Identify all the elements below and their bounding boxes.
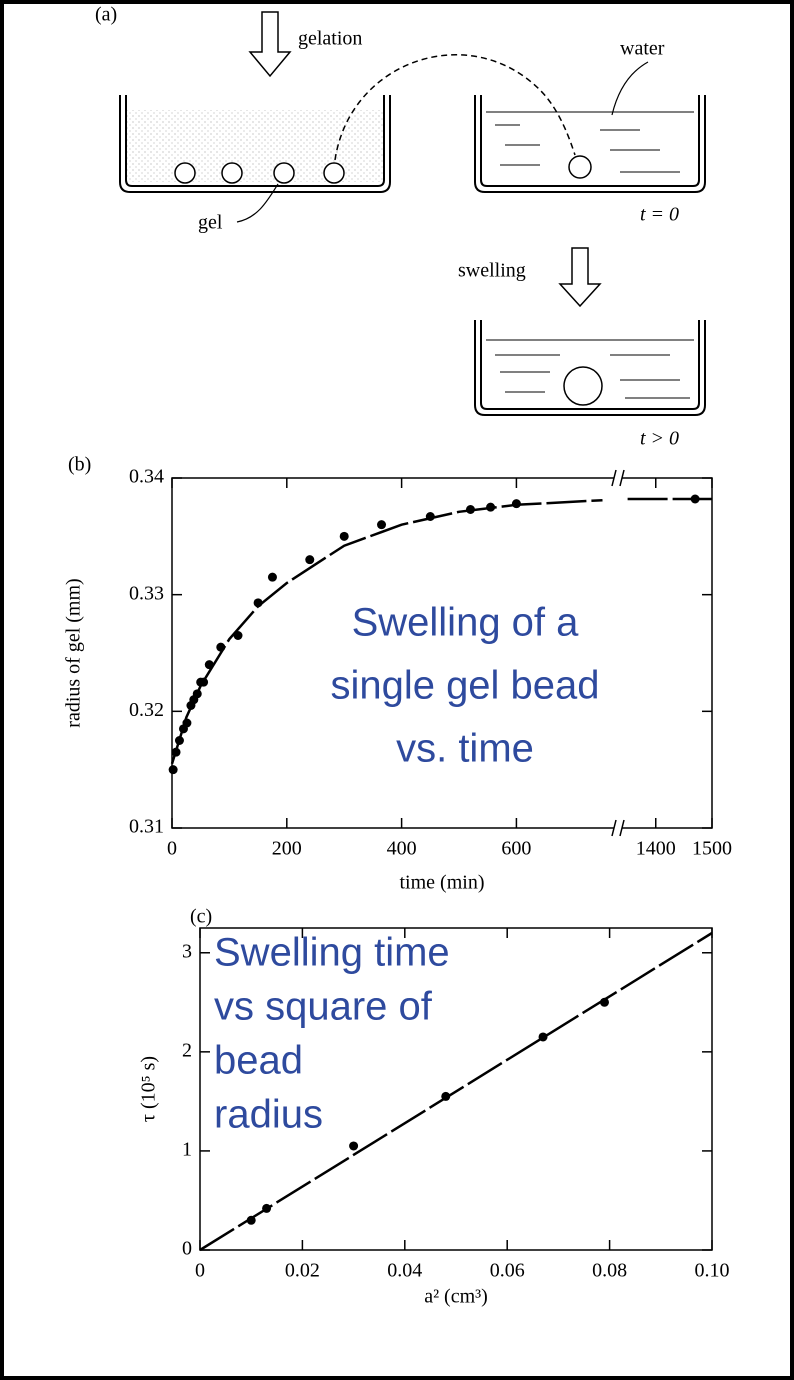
leader: [236, 183, 279, 223]
gel-solution: [126, 110, 384, 182]
fit-line: [170, 497, 712, 765]
data-point: [267, 572, 277, 582]
x-tick-label: 1400: [636, 838, 676, 860]
x-tick-label: 1500: [692, 838, 732, 860]
beaker: [119, 95, 391, 193]
data-point: [182, 718, 192, 728]
data-point: [538, 1032, 548, 1042]
annotation: single gel bead: [330, 664, 599, 708]
water-label: water: [620, 38, 665, 60]
arrow: [248, 11, 292, 78]
bead: [568, 155, 592, 179]
y-tick-label: 2: [182, 1039, 192, 1061]
data-point: [377, 520, 387, 530]
y-tick-label: 3: [182, 940, 192, 962]
data-point: [349, 1141, 359, 1151]
data-point: [339, 531, 349, 541]
x-tick-label: 200: [272, 838, 302, 860]
y-tick-label: 0.32: [129, 699, 164, 721]
arrow-label: gelation: [298, 28, 362, 50]
y-axis-label: τ (10⁵ s): [138, 1056, 160, 1122]
plot: 0 0.02 0.04 0.06 0.08 0.10 0 1 2 3 (c) a² (cm³) τ (1…: [138, 906, 730, 1308]
beads: [174, 162, 345, 184]
x-tick-label: 0: [195, 1260, 205, 1282]
y-axis-label: radius of gel (mm): [63, 578, 85, 727]
beaker: [474, 320, 706, 416]
annotation: bead: [214, 1039, 303, 1083]
annotation: Swelling time: [214, 931, 450, 975]
fit-line: [199, 931, 713, 1252]
y-tick-label: 0: [182, 1238, 192, 1260]
axes-frame: [171, 477, 713, 829]
axis-break: [611, 469, 625, 487]
time-label: t = 0: [640, 204, 679, 226]
arrow-label: swelling: [458, 260, 526, 282]
beaker: [480, 95, 700, 187]
bead: [563, 366, 603, 406]
x-axis-label: time (min): [400, 872, 485, 894]
leader: [611, 61, 649, 116]
x-tick-label: 0: [167, 838, 177, 860]
axes-frame: [199, 927, 713, 1251]
x-tick-label: 0.08: [592, 1260, 627, 1282]
annotation: Swelling of a: [352, 601, 580, 645]
annotation: vs square of: [214, 985, 433, 1029]
x-tick-label: 400: [387, 838, 417, 860]
arrow: [558, 247, 602, 308]
x-tick-label: 0.04: [387, 1260, 422, 1282]
panel-label: (b): [68, 454, 91, 476]
data-point: [305, 555, 315, 565]
panel-label: (c): [190, 906, 212, 928]
beaker: [474, 95, 706, 193]
x-axis-label: a² (cm³): [424, 1286, 488, 1308]
y-tick-label: 0.31: [129, 816, 164, 838]
water-lines: [486, 111, 694, 173]
axis-break: [611, 819, 625, 837]
gel-label: gel: [198, 212, 223, 234]
plot: 0 200 400 600 1400 1500 0.31 0.32 0.33 0.34 (b) tim…: [63, 454, 732, 894]
y-tick-label: 0.34: [129, 466, 164, 488]
beaker: [480, 320, 700, 410]
y-tick-label: 1: [182, 1139, 192, 1161]
x-tick-label: 600: [501, 838, 531, 860]
water-lines: [486, 339, 694, 399]
transfer-path: [334, 54, 576, 161]
panel-label: (a): [95, 4, 117, 26]
y-tick-label: 0.33: [129, 582, 164, 604]
time-label: t > 0: [640, 428, 679, 450]
annotation: radius: [214, 1093, 323, 1137]
diagram: (a) gelation gel water t = 0 swelling t: [95, 4, 706, 450]
data-point: [168, 765, 178, 775]
x-tick-label: 0.06: [490, 1260, 525, 1282]
x-tick-label: 0.10: [695, 1260, 730, 1282]
x-tick-label: 0.02: [285, 1260, 320, 1282]
beaker: [125, 95, 385, 187]
annotation: vs. time: [396, 727, 534, 771]
